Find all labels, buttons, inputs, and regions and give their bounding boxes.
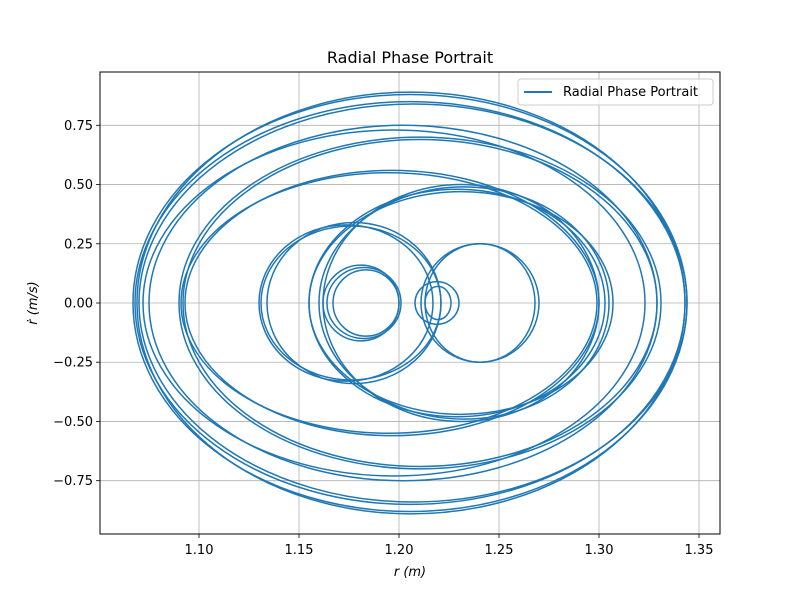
phase-curve-loop: [318, 186, 610, 420]
y-tick-label: 0.00: [64, 297, 93, 312]
phase-curve-loop: [322, 183, 600, 423]
chart-title: Radial Phase Portrait: [327, 48, 493, 67]
x-tick-label: 1.30: [585, 543, 614, 558]
phase-curve-loop: [180, 171, 598, 435]
y-axis-label: ṙ (m/s): [26, 281, 41, 324]
phase-curve-loop: [308, 190, 614, 416]
phase-curve-loop: [136, 91, 686, 515]
x-tick-label: 1.10: [185, 543, 214, 558]
y-axis-ticks: −0.75 −0.50 −0.25 0.00 0.25 0.50 0.75: [53, 119, 100, 489]
data-curves: [132, 91, 688, 515]
y-tick-label: 0.50: [64, 178, 93, 193]
y-tick-label: −0.50: [53, 415, 93, 430]
phase-curve-loop: [258, 224, 434, 382]
x-axis-label: r (m): [394, 565, 426, 580]
phase-curve-loop: [326, 266, 402, 340]
y-tick-label: −0.75: [53, 474, 93, 489]
x-axis-ticks: 1.10 1.15 1.20 1.25 1.30 1.35: [185, 534, 714, 558]
phase-curve-loop: [182, 138, 658, 468]
x-tick-label: 1.15: [285, 543, 314, 558]
x-tick-label: 1.35: [685, 543, 714, 558]
legend-box: [517, 78, 714, 106]
phase-curve-loop: [420, 243, 540, 363]
phase-curve-loop: [142, 129, 646, 477]
legend-entry-label: Radial Phase Portrait: [563, 85, 698, 100]
y-tick-label: 0.75: [64, 119, 93, 134]
x-tick-label: 1.20: [385, 543, 414, 558]
y-tick-label: −0.25: [53, 356, 93, 371]
phase-curve-loop: [132, 93, 688, 513]
legend: Radial Phase Portrait: [517, 78, 714, 106]
x-tick-label: 1.25: [485, 543, 514, 558]
y-tick-label: 0.25: [64, 237, 93, 252]
phase-curve-loop: [178, 136, 662, 470]
